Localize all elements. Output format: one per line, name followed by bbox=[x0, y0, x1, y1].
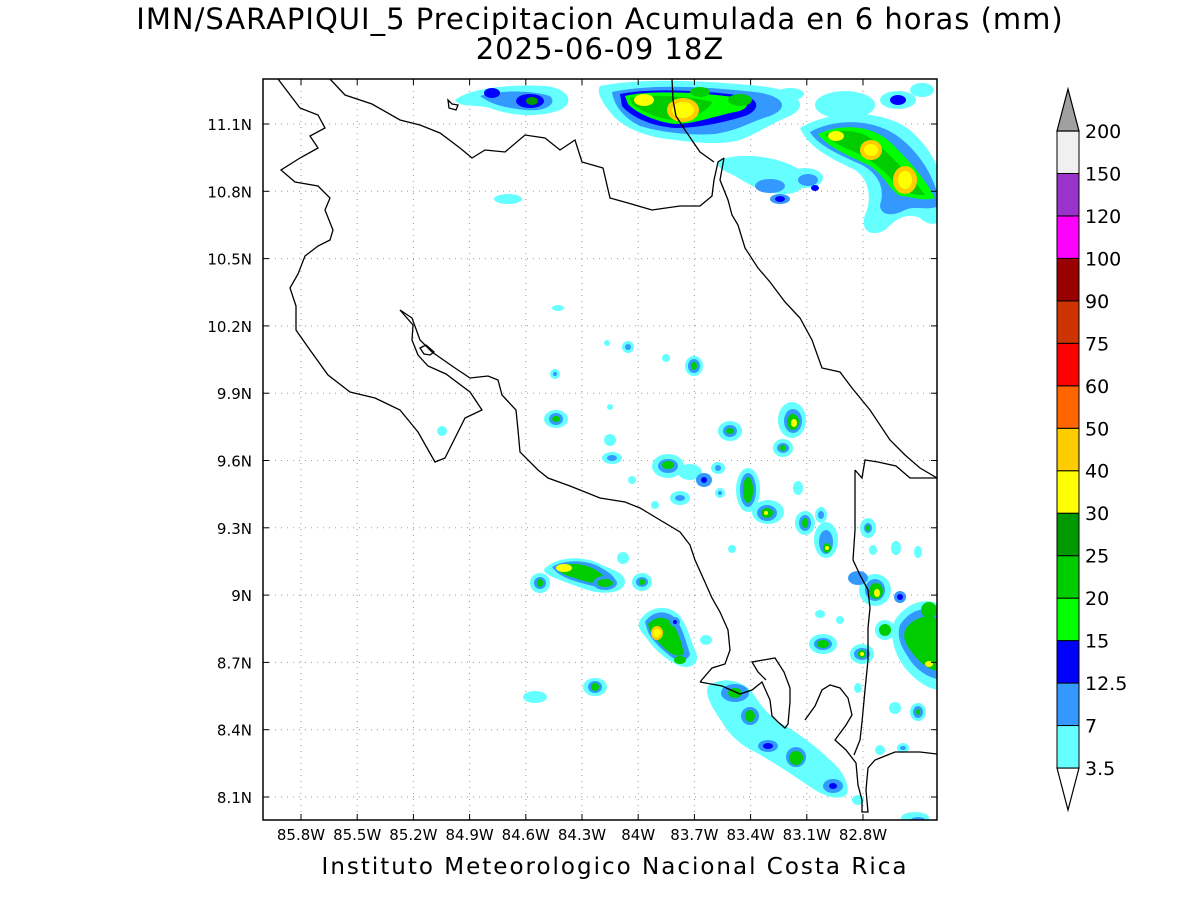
rain-cell bbox=[651, 454, 725, 509]
colorbar-swatch bbox=[1056, 725, 1080, 769]
colorbar-level-label: 75 bbox=[1085, 333, 1109, 355]
osa-coast bbox=[699, 657, 791, 729]
colorbar-level-label: 60 bbox=[1085, 376, 1109, 398]
colorbar-swatch bbox=[1056, 257, 1080, 302]
burica-coast bbox=[804, 684, 937, 813]
colorbar-swatch bbox=[1056, 512, 1080, 557]
rain-cell bbox=[638, 607, 712, 668]
colorbar-level-label: 200 bbox=[1085, 121, 1121, 143]
caribbean-coast bbox=[719, 157, 937, 479]
latitude-labels: 11.1N 10.8N 10.5N 10.2N 9.9N 9.6N 9.3N 9N 8.7N 8.… bbox=[207, 116, 252, 807]
rain-cell bbox=[530, 552, 652, 593]
colorbar-swatch bbox=[1056, 470, 1080, 514]
rain-cell bbox=[717, 83, 934, 204]
axis-ticks bbox=[263, 79, 937, 820]
gulf-island bbox=[419, 344, 436, 356]
lake-nicaragua-shore bbox=[329, 79, 725, 211]
colorbar-level-label: 7 bbox=[1085, 716, 1097, 738]
colorbar-swatch bbox=[1056, 300, 1080, 344]
colorbar-swatch bbox=[1056, 427, 1080, 472]
longitude-label: 85.2W bbox=[389, 826, 437, 844]
latitude-label: 9.6N bbox=[217, 453, 252, 471]
colorbar-swatch bbox=[1056, 172, 1080, 217]
map-title: IMN/SARAPIQUI_5 Precipitacion Acumulada … bbox=[136, 2, 1064, 36]
longitude-label: 85.8W bbox=[277, 826, 325, 844]
longitude-label: 85.5W bbox=[333, 826, 381, 844]
longitude-label: 84.3W bbox=[558, 826, 606, 844]
map-grid bbox=[263, 79, 937, 820]
colorbar-level-label: 150 bbox=[1085, 163, 1121, 185]
colorbar-swatch bbox=[1056, 640, 1080, 684]
nicaragua-sj-river bbox=[671, 79, 715, 163]
longitude-label: 83.7W bbox=[670, 826, 718, 844]
rain-cell bbox=[598, 80, 800, 144]
rain-cell bbox=[809, 571, 937, 755]
latitude-label: 9N bbox=[231, 587, 252, 605]
longitude-label: 84W bbox=[621, 826, 655, 844]
colorbar-level-label: 30 bbox=[1085, 503, 1109, 525]
colorbar-swatch bbox=[1056, 342, 1080, 387]
latitude-label: 9.9N bbox=[217, 385, 252, 403]
latitude-label: 8.1N bbox=[217, 789, 252, 807]
coastlines bbox=[277, 79, 937, 813]
longitude-label: 84.9W bbox=[445, 826, 493, 844]
colorbar-level-label: 100 bbox=[1085, 248, 1121, 270]
longitude-label: 83.4W bbox=[726, 826, 774, 844]
colorbar-swatch bbox=[1056, 130, 1080, 174]
rain-cell bbox=[800, 114, 937, 234]
colorbar-level-label: 25 bbox=[1085, 546, 1109, 568]
longitude-label: 82.8W bbox=[839, 826, 887, 844]
pacific-coast bbox=[399, 309, 731, 683]
panama-border bbox=[852, 459, 937, 756]
colorbar-legend: 3.5 7 12.5 15 20 25 30 40 50 60 75 90 100 120 150 200 bbox=[1056, 86, 1127, 813]
colorbar-swatch bbox=[1056, 555, 1080, 599]
latitude-label: 10.5N bbox=[207, 251, 252, 269]
latitude-label: 10.8N bbox=[207, 183, 252, 201]
colorbar-level-label: 120 bbox=[1085, 206, 1121, 228]
colorbar-level-label: 40 bbox=[1085, 461, 1109, 483]
colorbar-min-arrow bbox=[1056, 767, 1080, 813]
longitude-label: 84.6W bbox=[502, 826, 550, 844]
colorbar-level-label: 3.5 bbox=[1085, 758, 1115, 780]
lake-island bbox=[447, 98, 459, 111]
rain-cell bbox=[707, 680, 929, 820]
latitude-label: 8.4N bbox=[217, 722, 252, 740]
map-frame bbox=[262, 78, 938, 821]
nicaragua-border-coast bbox=[277, 79, 483, 463]
colorbar-swatch bbox=[1056, 682, 1080, 727]
colorbar-level-label: 90 bbox=[1085, 291, 1109, 313]
colorbar-level-label: 12.5 bbox=[1085, 673, 1127, 695]
colorbar-level-label: 50 bbox=[1085, 418, 1109, 440]
colorbar-swatch bbox=[1056, 597, 1080, 642]
latitude-label: 11.1N bbox=[207, 116, 252, 134]
colorbar-swatch bbox=[1056, 385, 1080, 429]
map-date-subtitle: 2025-06-09 18Z bbox=[475, 32, 725, 66]
colorbar-max-arrow bbox=[1056, 86, 1080, 132]
colorbar-swatch bbox=[1056, 215, 1080, 259]
latitude-label: 8.7N bbox=[217, 654, 252, 672]
latitude-label: 9.3N bbox=[217, 520, 252, 538]
latitude-label: 10.2N bbox=[207, 318, 252, 336]
colorbar-level-label: 15 bbox=[1085, 631, 1109, 653]
rain-cell bbox=[715, 402, 922, 558]
precipitation-field bbox=[437, 80, 937, 820]
rain-cell bbox=[455, 85, 569, 116]
longitude-label: 83.1W bbox=[783, 826, 831, 844]
institution-footer: Instituto Meteorologico Nacional Costa R… bbox=[321, 854, 909, 880]
longitude-labels: 85.8W 85.5W 85.2W 84.9W 84.6W 84.3W 84W 83.7W 83… bbox=[277, 826, 887, 844]
colorbar-level-label: 20 bbox=[1085, 588, 1109, 610]
